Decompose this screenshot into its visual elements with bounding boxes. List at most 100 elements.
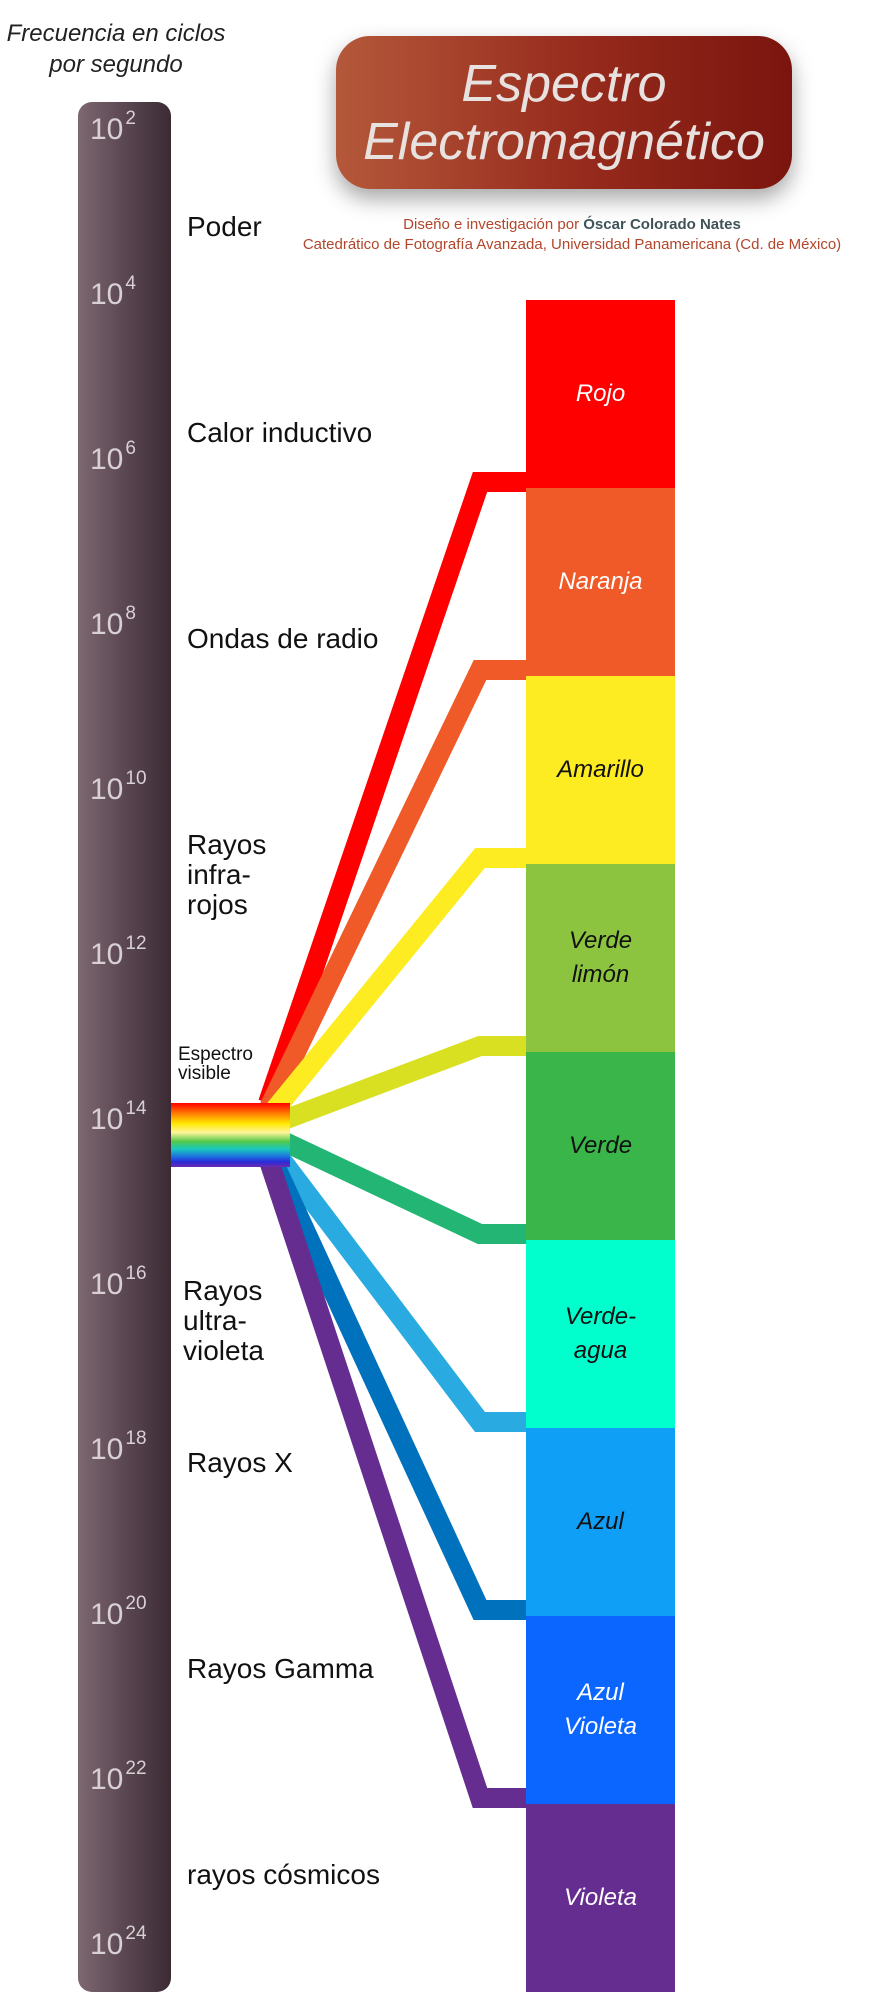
visible-color-name: Verde-agua [565, 1300, 636, 1368]
band-label: Rayos ultra-violeta [183, 1276, 264, 1366]
frequency-tick-exponent: 18 [125, 1428, 147, 1449]
frequency-tick-exponent: 8 [125, 603, 136, 624]
band-label-line: Rayos Gamma [187, 1653, 374, 1684]
frequency-tick-exponent: 14 [125, 1098, 147, 1119]
visible-color-name: Azul [577, 1505, 624, 1539]
frequency-tick-base: 10 [90, 278, 124, 311]
visible-color-name-line: Violeta [564, 1884, 637, 1911]
visible-color-name-line: Verde- [564, 1303, 637, 1330]
band-label: rayos cósmicos [187, 1860, 380, 1890]
visible-color-name: Verde [569, 1129, 632, 1163]
band-label: Poder [187, 212, 262, 242]
frequency-tick-exponent: 2 [125, 108, 136, 129]
band-label-line: Rayos [187, 829, 267, 860]
band-label: Rayos Gamma [187, 1654, 374, 1684]
visible-color-name: Azul Violeta [564, 1676, 637, 1744]
frequency-tick-base: 10 [90, 1763, 124, 1796]
visible-color-block: Violeta [526, 1804, 675, 1992]
frequency-tick-exponent: 10 [125, 768, 147, 789]
visible-color-name-line: agua [573, 1337, 628, 1364]
visible-color-name-line: Azul [577, 1508, 624, 1535]
frequency-tick: 10 10 [90, 768, 147, 807]
visible-color-name: Naranja [558, 565, 642, 599]
credit-author: Óscar Colorado Nates [583, 216, 741, 233]
frequency-tick: 10 20 [90, 1593, 147, 1632]
frequency-axis-label: Frecuencia en ciclos por segundo [0, 18, 232, 80]
visible-color-column: Rojo Naranja Amarillo Verde limón Verde Verde-… [526, 300, 675, 1992]
spectrum-connector-line [258, 1145, 526, 1620]
band-label-line: violeta [183, 1335, 264, 1366]
visible-color-name-line: Amarillo [557, 756, 644, 783]
credit-text: Diseño e investigación por Óscar Colorad… [282, 215, 862, 255]
frequency-tick: 10 18 [90, 1428, 147, 1467]
frequency-tick: 10 4 [90, 273, 136, 312]
visible-spectrum-strip [171, 1103, 290, 1167]
band-label-line: Rayos [183, 1275, 263, 1306]
frequency-tick-exponent: 20 [125, 1593, 147, 1614]
visible-color-name-line: Rojo [575, 380, 626, 407]
frequency-tick: 10 22 [90, 1758, 147, 1797]
spectrum-connector-line [264, 1036, 526, 1136]
frequency-tick-base: 10 [90, 608, 124, 641]
title-line-1: Espectro [461, 54, 667, 113]
frequency-tick-exponent: 16 [125, 1263, 147, 1284]
spectrum-connector-line [260, 848, 526, 1125]
credit-prefix: Diseño e investigación por [403, 216, 584, 233]
frequency-axis-label-line-1: Frecuencia en ciclos [6, 20, 226, 47]
frequency-scale-bar [78, 102, 171, 1992]
frequency-tick-base: 10 [90, 1928, 124, 1961]
frequency-tick-base: 10 [90, 938, 124, 971]
visible-color-name-line: limón [571, 961, 630, 988]
visible-color-name: Rojo [576, 377, 625, 411]
spectrum-connector-line [258, 1154, 526, 1808]
band-label-line: Rayos X [187, 1447, 293, 1478]
visible-color-block: Azul [526, 1428, 675, 1616]
band-label-line: rayos cósmicos [187, 1859, 380, 1890]
visible-spectrum-label-line-1: Espectro [178, 1044, 253, 1065]
frequency-tick-base: 10 [90, 113, 124, 146]
title-line-2: Electromagnético [363, 112, 765, 171]
visible-color-block: Verde-agua [526, 1240, 675, 1428]
band-label: Rayos X [187, 1448, 293, 1478]
frequency-tick: 10 2 [90, 108, 136, 147]
band-label-line: infra- [187, 859, 251, 890]
frequency-tick: 10 16 [90, 1263, 147, 1302]
spectrum-connector-line [260, 1135, 526, 1432]
credit-line-1: Diseño e investigación por Óscar Colorad… [282, 215, 862, 235]
visible-color-block: Rojo [526, 300, 675, 488]
frequency-tick-base: 10 [90, 1433, 124, 1466]
title-banner: Espectro Electromagnético [336, 36, 792, 189]
spectrum-connector-line [263, 1124, 526, 1244]
visible-color-name-line: Azul [577, 1679, 624, 1706]
frequency-tick-base: 10 [90, 1103, 124, 1136]
band-label-line: rojos [187, 889, 248, 920]
band-label-line: Ondas de radio [187, 623, 379, 654]
band-label-line: Poder [187, 211, 262, 242]
band-label: Rayos infra-rojos [187, 830, 266, 920]
credit-line-2: Catedrático de Fotografía Avanzada, Univ… [302, 236, 842, 253]
frequency-tick: 10 6 [90, 438, 136, 477]
frequency-tick: 10 8 [90, 603, 136, 642]
visible-color-name: Violeta [564, 1881, 637, 1915]
frequency-tick-exponent: 6 [125, 438, 136, 459]
spectrum-connector-line [258, 660, 526, 1115]
frequency-tick-base: 10 [90, 773, 124, 806]
frequency-axis-label-line-2: por segundo [49, 51, 183, 78]
frequency-tick-base: 10 [90, 443, 124, 476]
spectrum-connector-line [258, 472, 526, 1107]
frequency-tick-exponent: 22 [125, 1758, 147, 1779]
visible-spectrum-label-line-2: visible [178, 1063, 231, 1084]
visible-color-name-line: Verde [568, 1132, 633, 1159]
frequency-tick: 10 14 [90, 1098, 147, 1137]
visible-color-block: Naranja [526, 488, 675, 676]
visible-color-name-line: Violeta [564, 1713, 637, 1740]
visible-spectrum-label: Espectro visible [178, 1045, 253, 1083]
visible-color-name: Amarillo [557, 753, 644, 787]
band-label: Ondas de radio [187, 624, 378, 654]
band-label-line: ultra- [183, 1305, 247, 1336]
frequency-tick-base: 10 [90, 1598, 124, 1631]
frequency-tick: 10 24 [90, 1923, 147, 1962]
frequency-tick-exponent: 24 [125, 1923, 147, 1944]
visible-color-name-line: Verde [568, 927, 633, 954]
